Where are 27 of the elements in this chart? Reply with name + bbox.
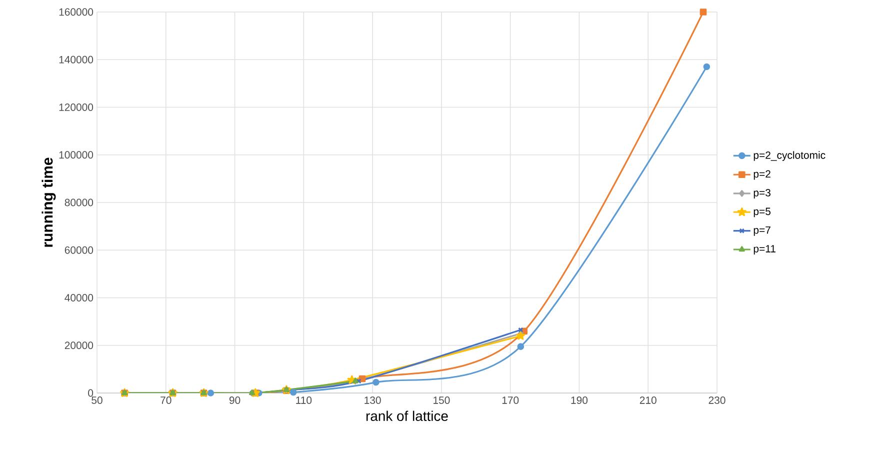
x-tick-label: 130 xyxy=(364,396,381,404)
x-tick-label: 190 xyxy=(571,396,588,404)
y-tick-label: 40000 xyxy=(64,294,94,302)
y-axis-title: running time xyxy=(42,158,56,247)
y-tick-label: 20000 xyxy=(64,342,94,350)
y-tick-label: 120000 xyxy=(59,104,94,111)
legend-label: p=11 xyxy=(754,245,776,255)
legend-label: p=5 xyxy=(754,208,770,218)
legend-label: p=2_cyclotomic xyxy=(754,151,826,161)
y-tick-label: 60000 xyxy=(64,246,94,254)
x-tick-label: 170 xyxy=(502,396,519,404)
legend-label: p=3 xyxy=(754,189,770,198)
x-tick-label: 90 xyxy=(229,396,240,404)
y-tick-label: 0 xyxy=(88,389,94,397)
y-tick-label: 160000 xyxy=(59,8,94,16)
x-tick-label: 230 xyxy=(708,396,726,404)
y-tick-label: 140000 xyxy=(59,56,94,64)
y-tick-label: 100000 xyxy=(59,151,94,159)
x-tick-label: 50 xyxy=(92,396,102,404)
x-tick-label: 150 xyxy=(434,396,450,404)
legend-label: p=7 xyxy=(754,226,770,236)
x-tick-label: 210 xyxy=(640,396,656,404)
x-axis-title: rank of lattice xyxy=(366,410,448,422)
legend-label: p=2 xyxy=(754,170,770,180)
x-tick-label: 70 xyxy=(160,396,172,404)
y-tick-label: 80000 xyxy=(64,198,94,206)
x-tick-label: 110 xyxy=(296,396,312,404)
